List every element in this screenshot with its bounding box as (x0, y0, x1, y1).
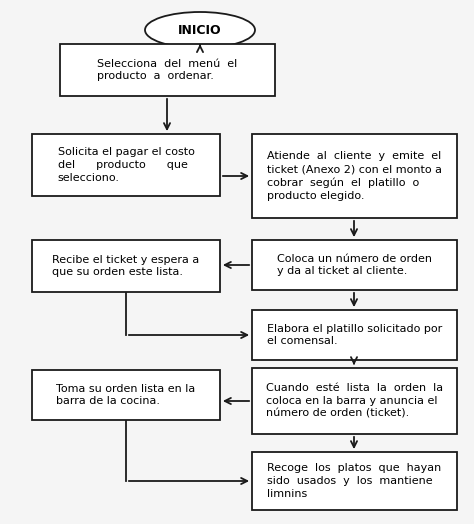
Text: Selecciona  del  menú  el
producto  a  ordenar.: Selecciona del menú el producto a ordena… (97, 59, 237, 81)
Bar (32, 134, 220, 196)
Text: Recoge  los  platos  que  hayan
sido  usados  y  los  mantiene
limnins: Recoge los platos que hayan sido usados … (267, 463, 442, 499)
Bar (252, 452, 457, 510)
Text: INICIO: INICIO (178, 24, 222, 37)
Text: Atiende  al  cliente  y  emite  el
ticket (Anexo 2) con el monto a
cobrar  según: Atiende al cliente y emite el ticket (An… (267, 151, 442, 201)
Ellipse shape (145, 12, 255, 48)
Bar (252, 134, 457, 218)
Bar (32, 370, 220, 420)
Bar (252, 310, 457, 360)
Text: Recibe el ticket y espera a
que su orden este lista.: Recibe el ticket y espera a que su orden… (52, 255, 200, 277)
Text: Cuando  esté  lista  la  orden  la
coloca en la barra y anuncia el
número de ord: Cuando esté lista la orden la coloca en … (266, 383, 443, 419)
Bar (32, 240, 220, 292)
Text: Elabora el platillo solicitado por
el comensal.: Elabora el platillo solicitado por el co… (267, 324, 442, 346)
Bar (60, 44, 275, 96)
Text: Solicita el pagar el costo
del      producto      que
selecciono.: Solicita el pagar el costo del producto … (57, 147, 194, 183)
Text: Toma su orden lista en la
barra de la cocina.: Toma su orden lista en la barra de la co… (56, 384, 196, 407)
Bar (252, 368, 457, 434)
Text: Coloca un número de orden
y da al ticket al cliente.: Coloca un número de orden y da al ticket… (277, 254, 432, 276)
Bar (252, 240, 457, 290)
